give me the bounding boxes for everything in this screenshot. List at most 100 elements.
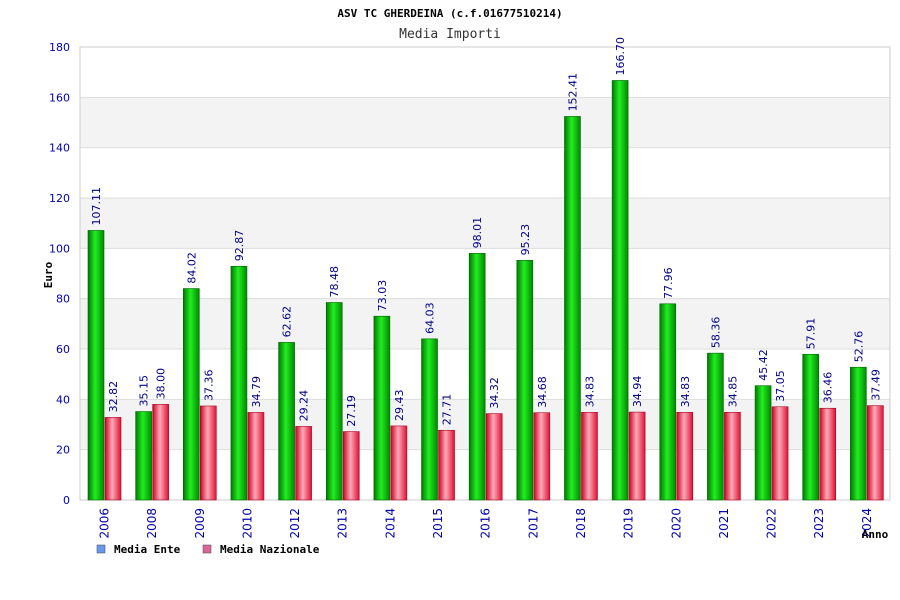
legend-swatch-media-nazionale: [202, 544, 212, 554]
y-tick-label: 0: [63, 494, 70, 507]
bar: [819, 407, 837, 501]
x-axis: 2006 2008 2009 2010 2012 2013 2014 2015 2016 2017…: [98, 508, 874, 539]
data-label: 37.49: [869, 369, 882, 401]
bar: [373, 315, 391, 501]
bar: [182, 288, 200, 501]
data-label: 107.11: [90, 187, 103, 226]
data-label: 34.32: [488, 377, 501, 409]
bar: [754, 385, 772, 501]
x-tick-label: 2018: [574, 508, 588, 539]
bar: [295, 426, 312, 501]
x-tick-label: 2024: [860, 508, 874, 539]
legend-label-media-nazionale: Media Nazionale: [220, 543, 320, 556]
data-label: 62.62: [281, 306, 294, 338]
bar: [342, 431, 360, 501]
plot-band: [80, 147, 890, 198]
bars: [87, 80, 884, 501]
x-tick-label: 2006: [98, 508, 112, 539]
data-label: 37.36: [202, 369, 215, 401]
data-label: 34.68: [536, 376, 549, 408]
value-labels: 107.11 32.82 35.15 38.00 84.02 37.36 92.87 34.7…: [90, 37, 882, 427]
data-label: 84.02: [185, 252, 198, 284]
data-label: 37.05: [774, 370, 787, 402]
data-label: 98.01: [471, 217, 484, 249]
data-label: 29.24: [298, 390, 311, 422]
bar: [87, 230, 105, 501]
data-label: 78.48: [328, 266, 341, 298]
bar: [659, 303, 677, 501]
y-tick-label: 180: [49, 41, 70, 54]
y-tick-label: 80: [56, 293, 70, 306]
bar: [581, 412, 598, 501]
bar: [628, 411, 646, 501]
bar: [724, 411, 741, 501]
data-label: 77.96: [662, 267, 675, 299]
bar: [390, 425, 408, 501]
y-axis: 0 20 40 60 80 100 120 140 160 180: [49, 41, 70, 507]
bar: [468, 253, 486, 501]
legend: Media Ente Media Nazionale: [96, 543, 320, 556]
x-tick-label: 2019: [622, 508, 636, 539]
plot-band: [80, 198, 890, 249]
chart-title: ASV TC GHERDEINA (c.f.01677510214): [337, 7, 562, 20]
x-tick-label: 2008: [145, 508, 159, 539]
bar: [104, 417, 122, 501]
data-label: 29.43: [393, 389, 406, 421]
bar: [278, 342, 295, 501]
y-tick-label: 160: [49, 91, 70, 104]
plot-band: [80, 47, 890, 98]
y-tick-label: 100: [49, 242, 70, 255]
x-tick-label: 2015: [431, 508, 445, 539]
plot-band: [80, 97, 890, 148]
data-label: 27.19: [345, 395, 358, 427]
data-label: 35.15: [138, 375, 151, 407]
y-tick-label: 140: [49, 142, 70, 155]
data-label: 34.83: [679, 376, 692, 408]
x-tick-label: 2012: [288, 508, 302, 539]
data-label: 34.83: [583, 376, 596, 408]
x-tick-label: 2010: [240, 508, 254, 539]
bar: [676, 412, 694, 501]
bar: [325, 302, 343, 501]
data-label: 52.76: [852, 331, 865, 363]
y-axis-title: Euro: [42, 261, 55, 288]
x-tick-label: 2021: [717, 508, 731, 539]
legend-swatch-media-ente: [96, 544, 106, 554]
bar: [771, 406, 789, 501]
x-tick-label: 2022: [765, 508, 779, 539]
bar: [564, 116, 581, 501]
bar: [421, 338, 438, 501]
x-tick-label: 2020: [669, 508, 683, 539]
bar: [611, 80, 629, 501]
bar: [438, 429, 455, 501]
data-label: 32.82: [107, 381, 120, 413]
bar: [135, 411, 152, 501]
data-label: 95.23: [519, 224, 532, 256]
data-label: 36.46: [822, 372, 835, 404]
bar: [867, 405, 884, 501]
x-tick-label: 2016: [479, 508, 493, 539]
y-tick-label: 20: [56, 444, 70, 457]
data-label: 27.71: [441, 394, 454, 426]
legend-label-media-ente: Media Ente: [114, 543, 181, 556]
bar: [199, 405, 217, 501]
x-tick-label: 2009: [193, 508, 207, 539]
data-label: 34.85: [726, 376, 739, 408]
data-label: 92.87: [233, 230, 246, 261]
x-tick-label: 2014: [383, 508, 397, 539]
data-label: 58.36: [709, 317, 722, 349]
data-label: 73.03: [376, 280, 389, 312]
bar: [707, 352, 724, 501]
bar: [247, 412, 265, 501]
bar: [533, 412, 551, 501]
data-label: 34.79: [250, 376, 263, 408]
bar: [516, 260, 534, 501]
bar: [230, 265, 248, 501]
data-label: 64.03: [424, 302, 437, 334]
data-label: 166.70: [614, 37, 627, 76]
x-tick-label: 2013: [336, 508, 350, 539]
data-label: 57.91: [805, 318, 818, 350]
bar: [485, 413, 503, 501]
y-tick-label: 40: [56, 393, 70, 406]
